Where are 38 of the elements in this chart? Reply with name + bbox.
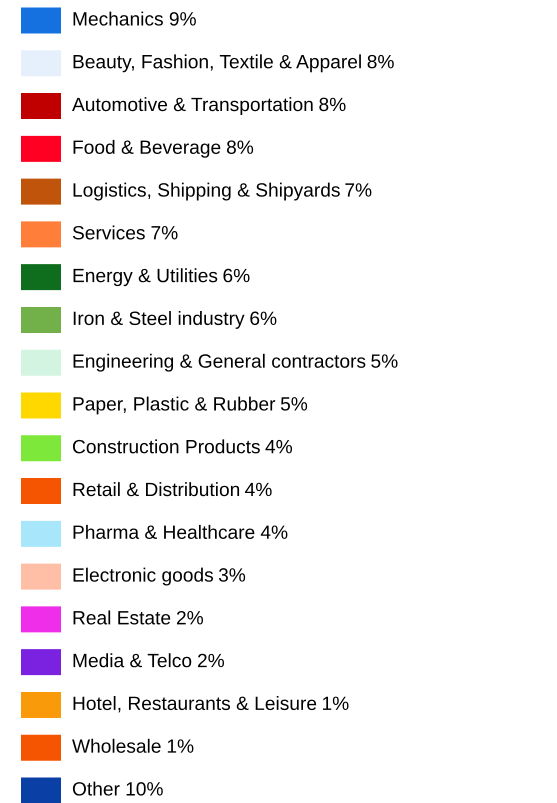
data-label: 8% [226, 140, 254, 154]
data-label: 2% [176, 610, 204, 624]
category-label: Iron & Steel industry [74, 311, 245, 329]
data-label: 8% [319, 98, 346, 112]
category-label: Paper, Plastic & Rubber [74, 396, 276, 414]
category-label: Media & Telco [74, 653, 192, 668]
category-label: Wholesale [72, 738, 161, 753]
data-label: 1% [168, 739, 194, 753]
data-label: 4% [260, 525, 288, 539]
category-label: Automotive & Transportation [72, 97, 313, 115]
data-label: 6% [223, 268, 250, 282]
category-label: Electronic goods [74, 568, 214, 586]
data-label: 9% [170, 12, 196, 26]
data-label: 10% [126, 782, 163, 796]
category-label: Pharma & Healthcare [74, 524, 254, 539]
category-label: Mechanics [74, 12, 163, 26]
data-label: 6% [250, 312, 276, 326]
category-label: Hotel, Restaurants & Leisure [74, 696, 316, 712]
data-label: 5% [371, 354, 398, 368]
data-label: 3% [218, 568, 246, 582]
category-label: Other [72, 782, 120, 796]
category-label: Food & Beverage [74, 140, 220, 158]
category-label: Construction Products [72, 439, 260, 454]
data-label: 4% [245, 482, 272, 496]
data-label: 7% [345, 183, 372, 197]
category-label: Retail & Distribution [74, 482, 240, 496]
category-label: Beauty, Fashion, Textile & Apparel [74, 54, 361, 72]
data-label: 7% [151, 226, 178, 240]
category-label: Real Estate [74, 610, 170, 625]
data-label: 2% [198, 654, 224, 668]
data-label: 4% [265, 440, 292, 454]
category-label: Energy & Utilities [74, 268, 218, 286]
data-label: 1% [322, 696, 349, 710]
data-label: 5% [280, 397, 308, 411]
category-label: Engineering & General contractors [74, 354, 366, 372]
category-label: Logistics, Shipping & Shipyards [74, 182, 340, 201]
data-label: 8% [368, 54, 394, 68]
category-label: Services [72, 225, 145, 240]
